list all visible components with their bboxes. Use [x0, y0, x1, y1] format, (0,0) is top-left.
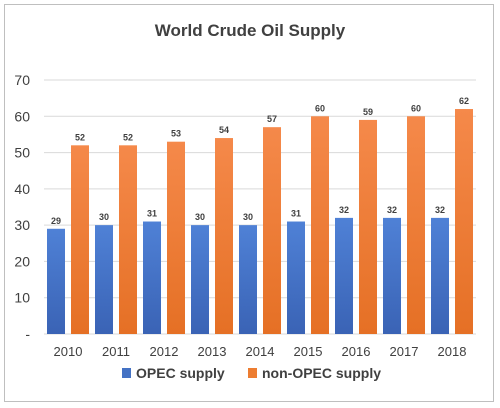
data-label: 30: [195, 212, 205, 222]
legend-label: OPEC supply: [136, 365, 225, 381]
y-tick-label: 60: [14, 108, 30, 124]
data-label: 32: [435, 205, 445, 215]
data-label: 53: [171, 129, 181, 139]
x-tick-label: 2010: [54, 344, 83, 359]
x-tick-label: 2015: [294, 344, 323, 359]
bar-opec: [143, 221, 161, 334]
x-tick-label: 2018: [438, 344, 467, 359]
legend-swatch: [122, 368, 131, 378]
x-tick-label: 2014: [246, 344, 275, 359]
bar-non-opec: [119, 145, 137, 334]
data-label: 32: [387, 205, 397, 215]
legend-swatch: [248, 368, 257, 378]
bar-non-opec: [263, 127, 281, 335]
bar-non-opec: [359, 119, 377, 335]
data-label: 30: [99, 212, 109, 222]
data-label: 52: [75, 132, 85, 142]
bar-opec: [431, 217, 449, 334]
y-tick-label: -: [25, 326, 30, 342]
y-tick-label: 10: [14, 290, 30, 306]
data-label: 54: [219, 125, 229, 135]
bar-opec: [47, 228, 65, 334]
data-label: 62: [459, 96, 469, 106]
x-tick-label: 2011: [102, 344, 130, 359]
bar-non-opec: [311, 116, 329, 335]
y-tick-label: 40: [14, 181, 30, 197]
chart-title: World Crude Oil Supply: [155, 21, 346, 40]
data-label: 59: [363, 107, 373, 117]
data-label: 32: [339, 205, 349, 215]
bar-non-opec: [455, 109, 473, 335]
x-axis-ticks: 2010 2011 2012 2013 2014 2015 2016 2017 2018: [54, 344, 467, 359]
data-label: 30: [243, 212, 253, 222]
x-tick-label: 2013: [198, 344, 227, 359]
bar-opec: [383, 217, 401, 334]
bar-non-opec: [215, 138, 233, 334]
x-tick-label: 2012: [150, 344, 179, 359]
y-tick-label: 20: [14, 253, 30, 269]
y-axis-ticks: - 10 20 30 40 50 60 70: [14, 72, 30, 342]
bar-non-opec: [407, 116, 425, 335]
data-labels: 29 52 30 52 31 53 30 54 30 57 31 60 32 59 32 60 32 62: [51, 96, 469, 226]
y-tick-label: 70: [14, 72, 30, 88]
data-label: 57: [267, 114, 277, 124]
data-label: 52: [123, 132, 133, 142]
bar-opec: [95, 225, 113, 334]
bars: [47, 109, 473, 335]
gridlines: [44, 79, 476, 335]
bar-non-opec: [71, 145, 89, 334]
x-tick-label: 2017: [390, 344, 419, 359]
y-tick-label: 30: [14, 217, 30, 233]
bar-opec: [191, 225, 209, 334]
data-label: 31: [147, 209, 157, 219]
legend-label: non-OPEC supply: [262, 365, 381, 381]
bar-opec: [239, 225, 257, 334]
bar-opec: [287, 221, 305, 334]
bar-opec: [335, 217, 353, 334]
data-label: 31: [291, 209, 301, 219]
data-label: 60: [411, 103, 421, 113]
data-label: 60: [315, 103, 325, 113]
x-tick-label: 2016: [342, 344, 371, 359]
data-label: 29: [51, 216, 61, 226]
y-tick-label: 50: [14, 145, 30, 161]
bar-non-opec: [167, 141, 185, 334]
legend: OPEC supply non-OPEC supply: [122, 365, 381, 381]
